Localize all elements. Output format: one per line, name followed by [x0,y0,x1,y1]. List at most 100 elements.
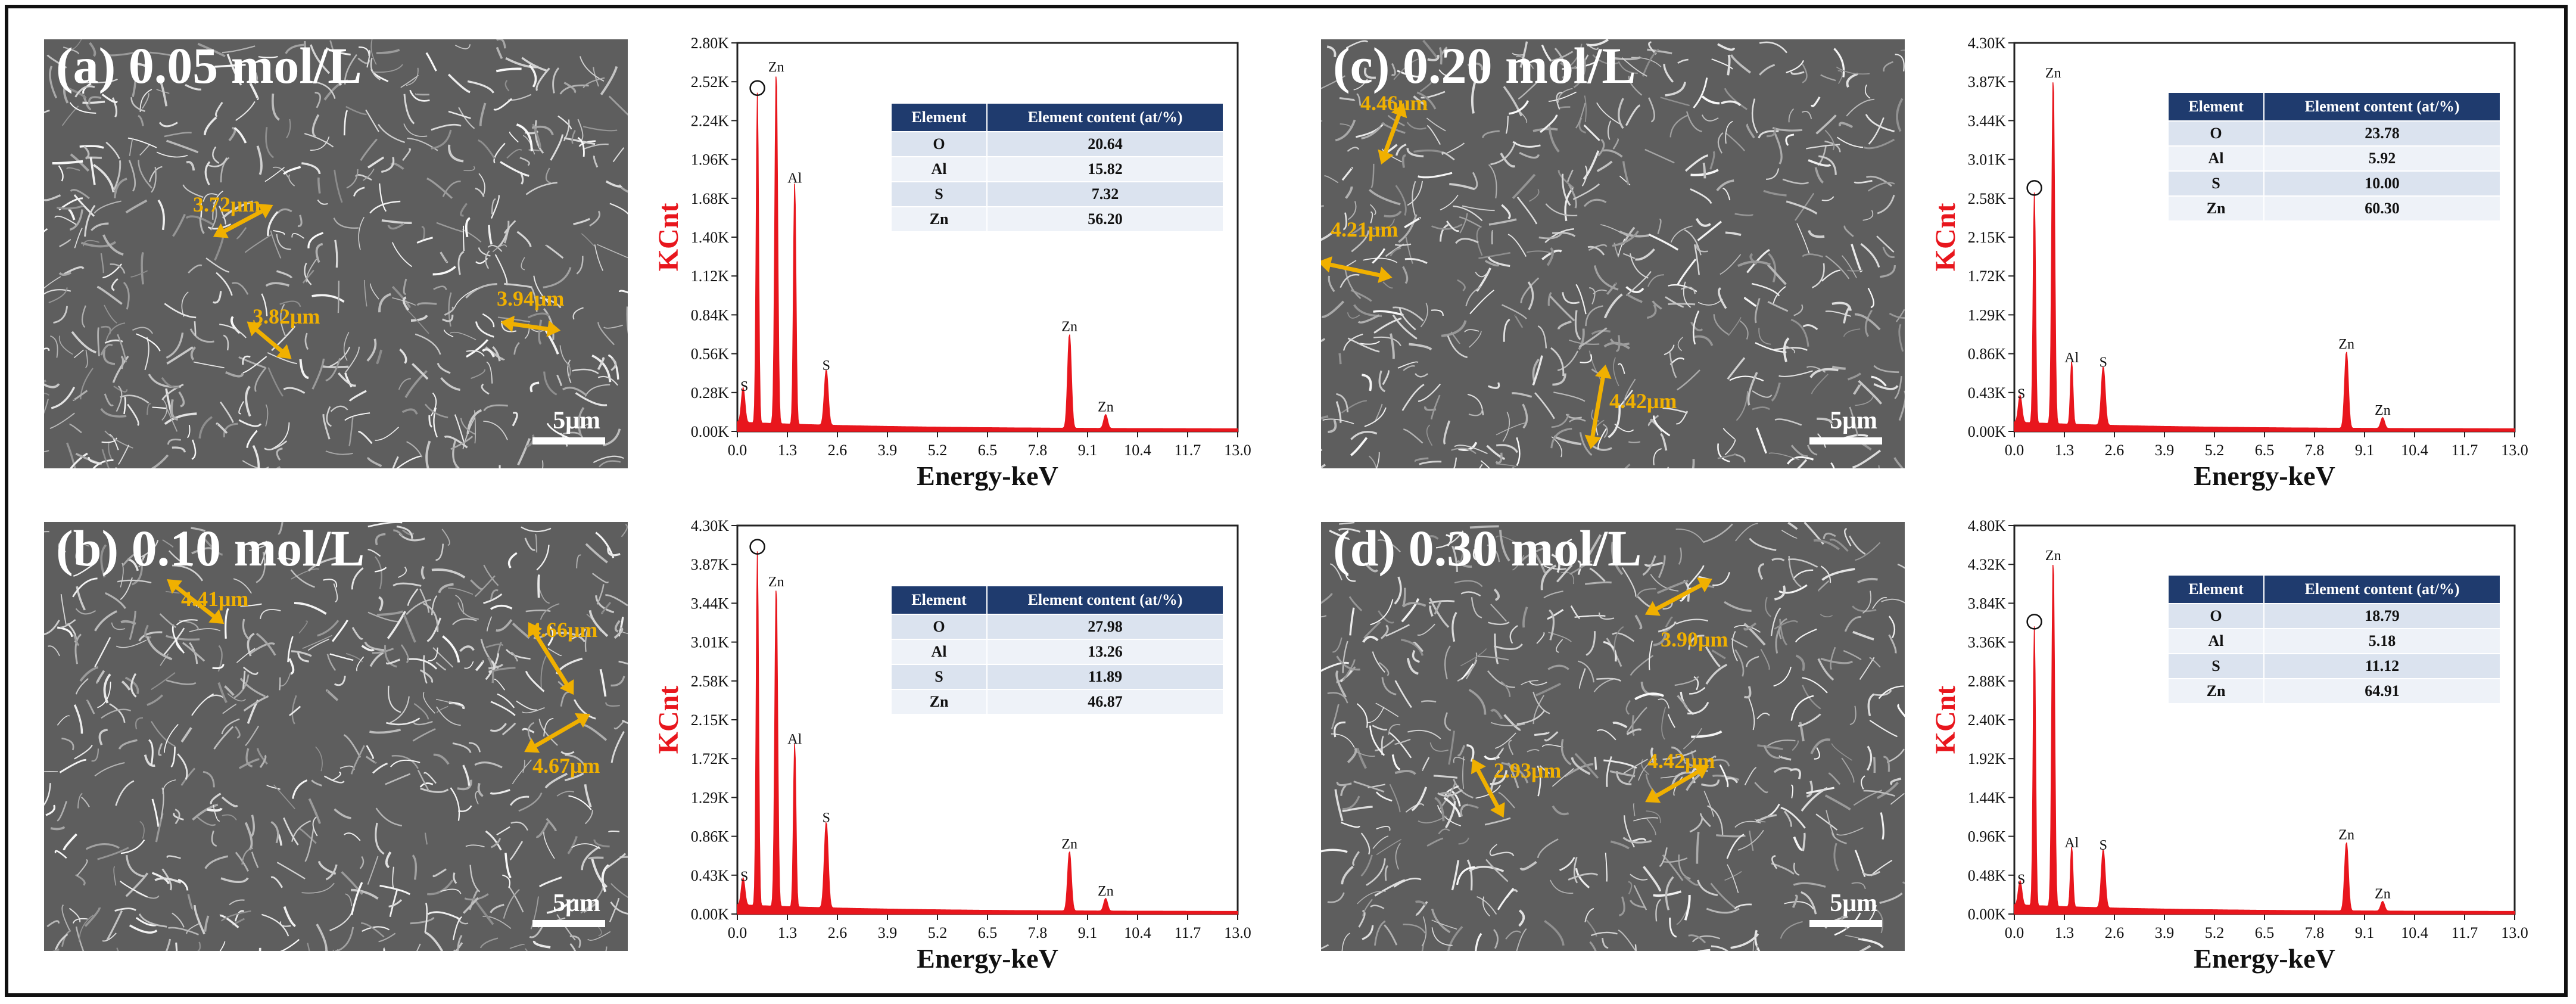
nanosheet-edge [525,948,528,951]
nanosheet-edge [334,169,343,203]
nanosheet-edge [386,717,420,726]
nanosheet-edge [1779,618,1787,646]
nanosheet-edge [1491,851,1515,857]
nanosheet-edge [410,315,428,322]
y-tick-label: 3.01K [691,634,730,651]
nanosheet-edge [1414,457,1429,462]
nanosheet-edge [1788,108,1795,123]
nanosheet-edge [1431,223,1463,230]
nanosheet-edge [265,404,269,427]
nanosheet-edge [1426,837,1444,847]
nanosheet-edge [390,696,410,724]
nanosheet-edge [490,701,516,716]
nanosheet-edge [1407,729,1441,739]
nanosheet-edge [1482,130,1500,138]
nanosheet-edge [97,847,129,860]
nanosheet-edge [1898,390,1905,421]
y-tick-label: 1.72K [691,750,730,767]
nanosheet-edge [483,564,499,586]
nanosheet-edge [212,664,225,669]
nanosheet-edge [1735,523,1758,542]
nanosheet-edge [393,529,403,537]
nanosheet-edge [1644,148,1675,164]
nanosheet-edge [1724,871,1742,881]
table-header-content: Element content (at/%) [2263,574,2501,604]
nanosheet-edge [1724,88,1748,110]
peak-label: Zn [768,60,784,75]
nanosheet-edge [283,166,301,175]
nanosheet-edge [1684,229,1702,256]
nanosheet-edge [577,406,585,436]
nanosheet-edge [1393,58,1419,80]
nanosheet-edge [406,658,438,670]
nanosheet-edge [1669,352,1677,378]
nanosheet-edge [419,669,434,683]
nanosheet-edge [535,67,550,91]
nanosheet-edge [164,412,197,425]
nanosheet-edge [1338,353,1342,365]
nanosheet-edge [132,327,153,334]
nanosheet-edge [392,456,399,468]
nanosheet-edge [1703,791,1714,817]
nanosheet-edge [1321,944,1329,950]
nanosheet-edge [1570,605,1580,620]
nanosheet-edge [1546,247,1554,266]
nanosheet-edge [1384,865,1389,881]
nanosheet-edge [478,247,491,257]
nanosheet-edge [490,589,499,600]
nanosheet-edge [1799,722,1805,742]
nanosheet-edge [1897,563,1905,569]
nanosheet-edge [1475,272,1488,278]
nanosheet-edge [1557,350,1579,371]
nanosheet-edge [44,771,58,773]
nanosheet-edge [163,627,185,656]
nanosheet-edge [1690,321,1703,331]
nanosheet-edge [1854,179,1873,184]
nanosheet-edge [120,562,124,588]
nanosheet-edge [387,611,406,639]
nanosheet-edge [275,466,281,468]
nanosheet-edge [1641,48,1659,77]
nanosheet-edge [367,522,403,528]
nanosheet-edge [75,677,89,695]
nanosheet-edge [364,641,385,651]
nanosheet-edge [1852,449,1881,468]
nanosheet-edge [1889,312,1905,319]
nanosheet-edge [222,200,253,219]
nanosheet-edge [242,618,251,641]
y-tick-label: 4.30K [691,517,730,534]
nanosheet-edge [358,217,365,250]
nanosheet-edge [1754,782,1768,794]
x-tick-label: 13.0 [2501,442,2528,459]
nanosheet-edge [610,358,617,371]
nanosheet-edge [345,893,353,906]
nanosheet-edge [185,215,214,226]
nanosheet-edge [182,184,204,198]
nanosheet-edge [178,391,185,408]
nanosheet-edge [1398,307,1416,331]
nanosheet-edge [1329,530,1350,540]
nanosheet-edge [1752,941,1755,951]
nanosheet-edge [1840,916,1848,930]
nanosheet-edge [584,810,593,825]
nanosheet-edge [1405,237,1413,264]
nanosheet-edge [1574,753,1599,779]
nanosheet-edge [522,707,545,714]
nanosheet-edge [44,289,71,295]
nanosheet-edge [455,942,463,951]
nanosheet-edge [1855,542,1881,561]
nanosheet-edge [438,583,454,593]
nanosheet-edge [188,264,203,273]
nanosheet-edge [139,144,150,156]
nanosheet-edge [337,372,357,387]
nanosheet-edge [1634,614,1643,630]
nanosheet-edge [1444,785,1459,795]
nanosheet-edge [1783,810,1793,827]
nanosheet-edge [1810,738,1831,754]
nanosheet-edge [475,660,484,672]
nanosheet-edge [490,789,510,795]
nanosheet-edge [1403,365,1415,371]
nanosheet-edge [123,396,126,415]
nanosheet-edge [1509,625,1518,644]
nanosheet-edge [1342,795,1360,810]
